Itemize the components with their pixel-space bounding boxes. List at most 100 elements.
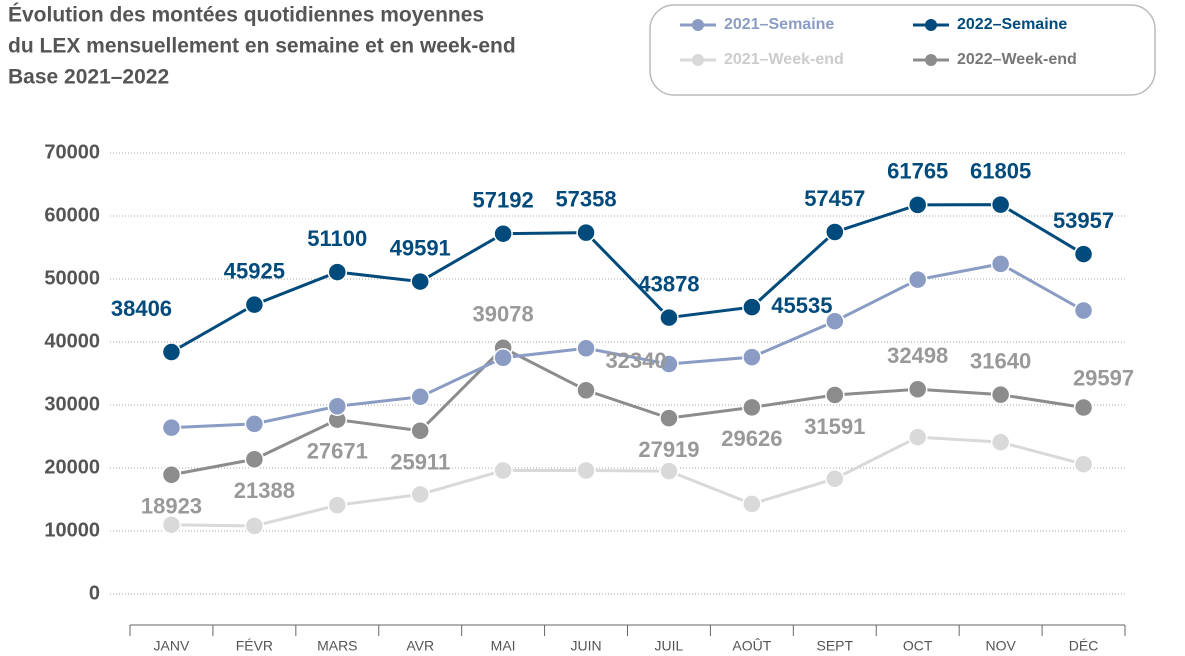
x-tick-label: MARS	[317, 638, 357, 654]
point	[659, 354, 679, 374]
data-label: 43878	[638, 271, 699, 296]
chart-title: du LEX mensuellement en semaine et en we…	[8, 35, 516, 58]
point	[576, 460, 596, 481]
point	[493, 460, 513, 481]
point	[327, 396, 348, 417]
data-label: 29597	[1073, 365, 1134, 390]
x-tick-label: AOÛT	[732, 638, 771, 654]
y-tick-label: 60000	[44, 204, 100, 226]
point	[161, 465, 182, 485]
point	[161, 342, 182, 362]
point	[659, 307, 679, 328]
point	[244, 516, 265, 536]
legend-label: 2021–Semaine	[724, 16, 834, 33]
x-tick-label: JUIN	[570, 638, 601, 654]
y-tick-label: 50000	[44, 267, 100, 289]
x-tick-label: AVR	[406, 638, 434, 654]
x-tick-label: FÉVR	[236, 638, 273, 654]
legend-label: 2021–Week-end	[724, 51, 844, 68]
point	[327, 495, 348, 515]
point	[410, 484, 430, 505]
point	[659, 461, 679, 481]
data-label: 45925	[224, 258, 285, 283]
series-line	[171, 345, 1084, 477]
data-label: 53957	[1053, 208, 1114, 233]
data-label: 61805	[970, 158, 1031, 183]
point	[990, 194, 1011, 215]
point	[161, 514, 182, 535]
series-line	[171, 435, 1084, 528]
data-label: 57192	[473, 188, 534, 213]
y-tick-label: 10000	[44, 519, 100, 541]
series-line	[170, 203, 1085, 354]
data-label: 32498	[887, 343, 948, 368]
point	[244, 414, 265, 434]
data-label: 31591	[804, 414, 865, 439]
data-label: 49591	[390, 235, 451, 260]
legend-marker	[925, 19, 937, 31]
point	[161, 417, 182, 438]
point	[990, 384, 1011, 405]
y-tick-label: 30000	[44, 393, 100, 415]
data-label: 51100	[307, 226, 367, 251]
point	[1073, 397, 1094, 418]
data-label: 57457	[804, 186, 865, 211]
point	[1073, 454, 1094, 474]
point	[742, 494, 762, 514]
point	[244, 449, 265, 470]
data-label: 38406	[111, 296, 172, 321]
point	[907, 195, 928, 215]
point	[907, 427, 928, 447]
point	[576, 222, 596, 243]
point	[493, 348, 513, 368]
legend-label: 2022–Week-end	[957, 51, 1077, 68]
x-tick-label: DÉC	[1069, 638, 1099, 654]
data-label: 21388	[234, 478, 295, 503]
legend-marker	[692, 54, 704, 66]
series-line	[171, 262, 1085, 430]
x-tick-label: NOV	[985, 638, 1016, 654]
y-tick-label: 40000	[44, 330, 100, 352]
x-tick-label: OCT	[903, 638, 933, 654]
y-tick-label: 0	[89, 582, 100, 604]
x-tick-label: JANV	[154, 638, 190, 654]
point	[576, 338, 596, 359]
point	[244, 294, 265, 315]
point	[742, 397, 762, 418]
data-label: 61765	[887, 159, 948, 184]
data-label: 57358	[555, 186, 616, 211]
data-label: 27671	[307, 438, 368, 463]
point	[659, 408, 679, 428]
data-label: 39078	[473, 302, 534, 327]
point	[742, 347, 762, 367]
point	[907, 379, 928, 400]
chart-title: Évolution des montées quotidiennes moyen…	[8, 4, 484, 27]
point	[825, 468, 845, 489]
point	[825, 311, 845, 331]
x-tick-label: JUIL	[655, 638, 684, 654]
point	[410, 387, 430, 407]
y-tick-label: 20000	[44, 456, 100, 478]
legend-box	[649, 4, 1156, 96]
data-label: 31640	[970, 348, 1031, 373]
data-label: 25911	[390, 450, 450, 475]
legend-label: 2022–Semaine	[957, 16, 1067, 33]
point	[493, 223, 513, 244]
point	[410, 421, 430, 441]
point	[410, 271, 430, 292]
data-label: 45535	[771, 293, 832, 318]
point	[576, 380, 596, 401]
x-tick-label: MAI	[491, 638, 516, 654]
data-label: 29626	[721, 426, 782, 451]
point	[907, 269, 928, 290]
data-label: 18923	[141, 494, 202, 519]
chart-title: Base 2021–2022	[8, 66, 169, 89]
point	[825, 385, 845, 405]
legend-marker	[925, 54, 937, 66]
data-label: 27919	[638, 437, 699, 462]
point	[742, 297, 762, 317]
point	[825, 222, 845, 242]
point	[1073, 300, 1094, 321]
point	[327, 262, 348, 282]
